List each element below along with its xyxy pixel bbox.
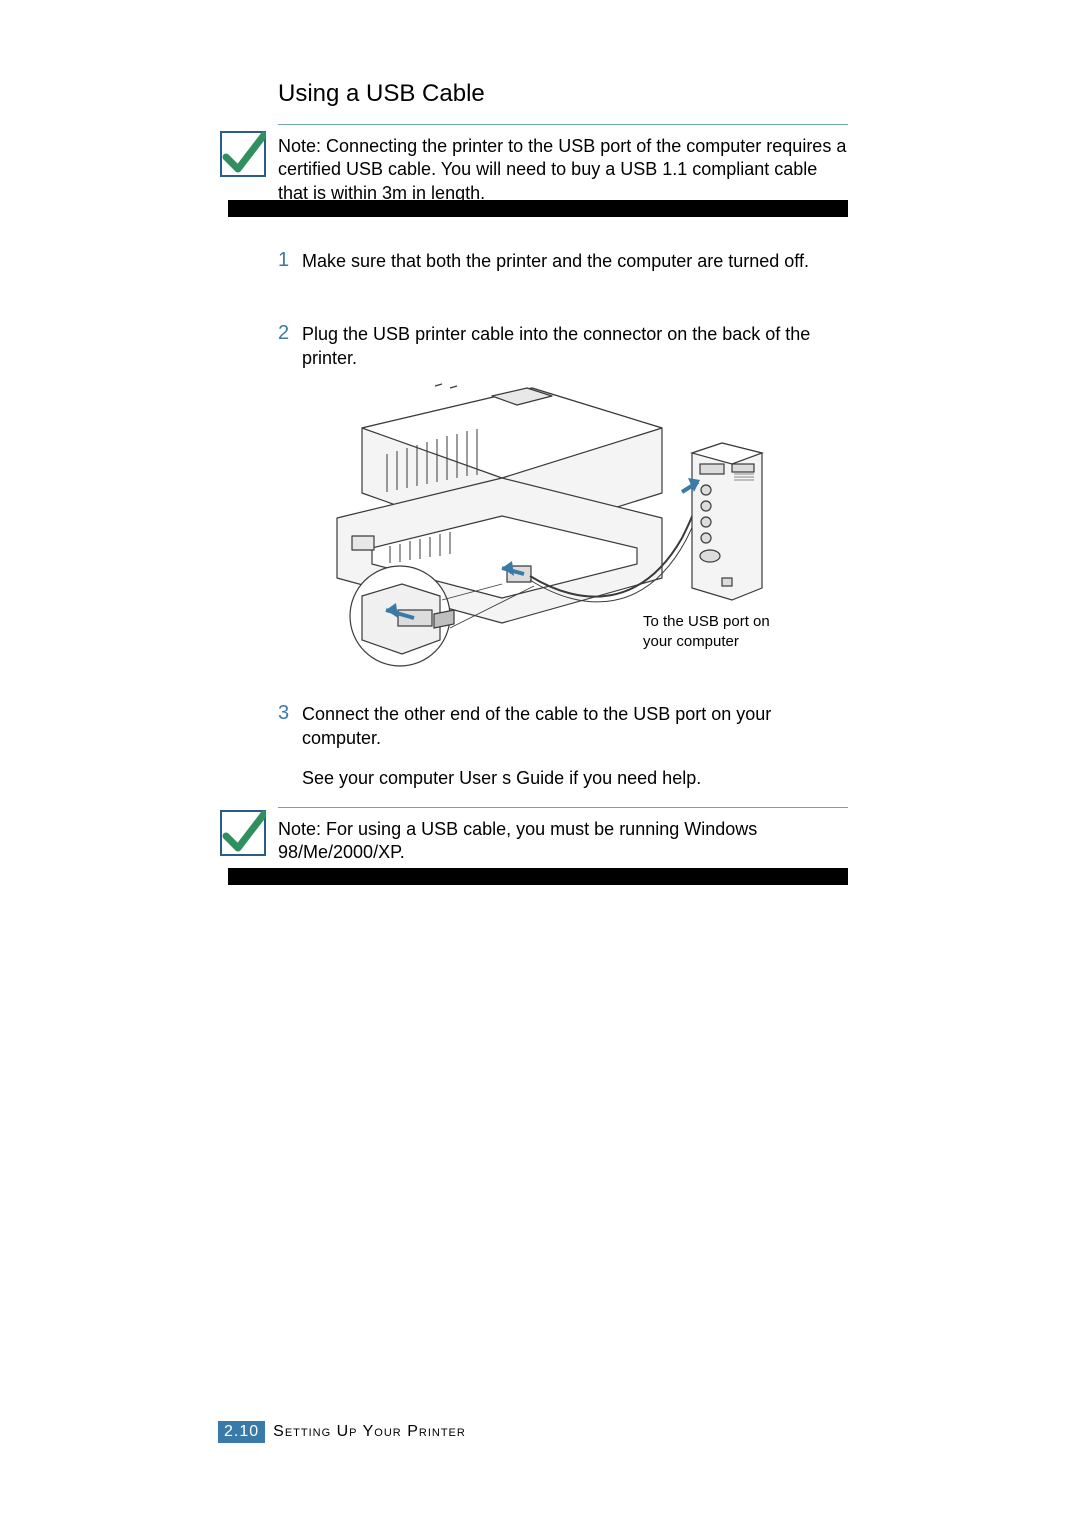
- footer-title: Setting Up Your Printer: [273, 1423, 466, 1441]
- page-number: 2.10: [218, 1421, 265, 1443]
- step-number: 3: [278, 702, 289, 725]
- step-item: 2 Plug the USB printer cable into the co…: [278, 322, 848, 371]
- page-footer: 2.10 Setting Up Your Printer: [218, 1421, 466, 1443]
- note-rule: [278, 124, 848, 125]
- note-block: Note: For using a USB cable, you must be…: [278, 807, 848, 865]
- note-body: Connecting the printer to the USB port o…: [278, 136, 846, 203]
- section-heading: Using a USB Cable: [278, 80, 485, 108]
- checkmark-icon: [220, 810, 266, 856]
- diagram-caption: To the USB port on your computer: [643, 612, 803, 653]
- step-number: 1: [278, 249, 289, 272]
- step-number: 2: [278, 322, 289, 345]
- step-text: Connect the other end of the cable to th…: [302, 702, 848, 751]
- divider-bar: [228, 868, 848, 885]
- note-body: For using a USB cable, you must be runni…: [278, 819, 757, 862]
- note-label: Note:: [278, 136, 321, 156]
- step-item: 1 Make sure that both the printer and th…: [278, 249, 848, 273]
- divider-bar: [228, 200, 848, 217]
- step-text: Plug the USB printer cable into the conn…: [302, 322, 848, 371]
- sub-text: See your computer User s Guide if you ne…: [302, 768, 842, 789]
- note-label: Note:: [278, 819, 321, 839]
- note-rule: [278, 807, 848, 808]
- step-text: Make sure that both the printer and the …: [302, 249, 848, 273]
- checkmark-icon: [220, 131, 266, 177]
- note-block: Note: Connecting the printer to the USB …: [278, 124, 848, 205]
- note-text: Note: For using a USB cable, you must be…: [278, 818, 848, 865]
- step-item: 3 Connect the other end of the cable to …: [278, 702, 848, 751]
- note-text: Note: Connecting the printer to the USB …: [278, 135, 848, 205]
